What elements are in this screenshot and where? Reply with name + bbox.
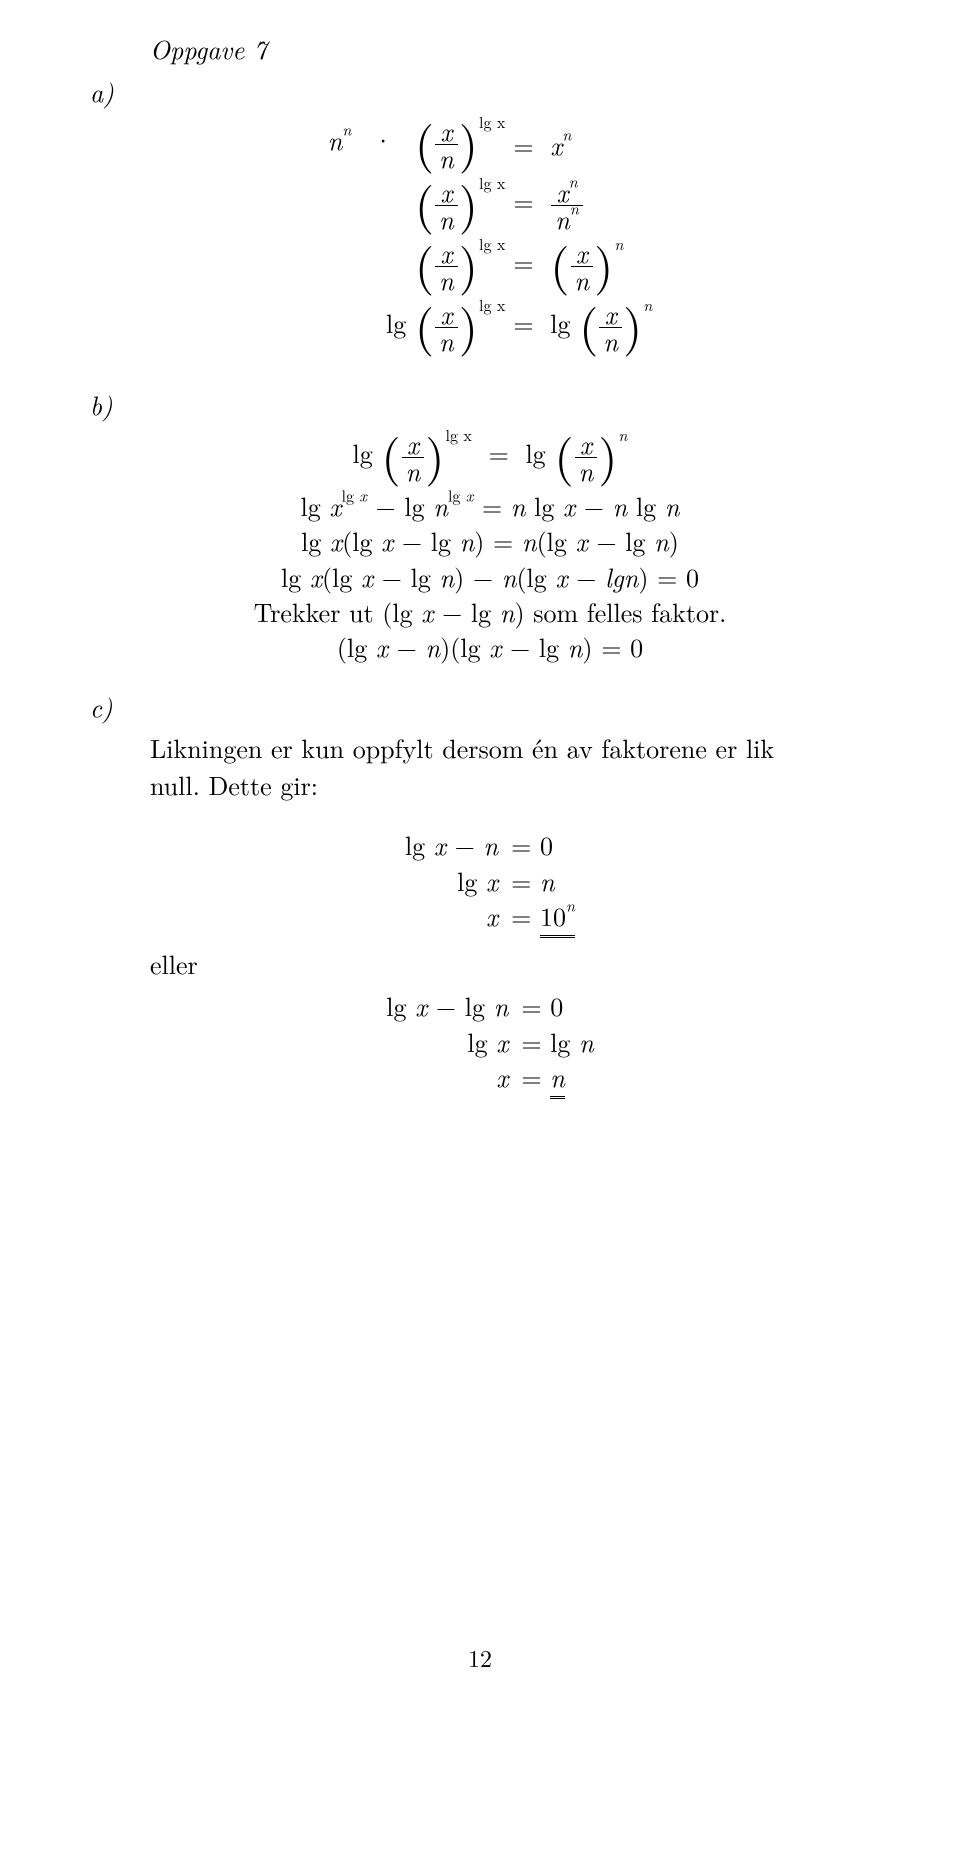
sup-n: n [569, 170, 578, 193]
equals-sign: = [505, 126, 550, 163]
equations-b: lg ( x n )lg x = lg ( x n )n lg xlg x − … [150, 431, 830, 660]
equation-b5-text: Trekker ut (lg x − lg n) som felles fakt… [150, 598, 830, 625]
lg-text: lg [550, 304, 579, 341]
fraction-denominator: n [435, 206, 458, 232]
sym-n: n [328, 121, 343, 158]
fraction-denominator: n [435, 328, 458, 354]
paragraph-c: Likningen er kun oppfylt dersom én av fa… [150, 729, 830, 803]
equals-sign: = [505, 182, 550, 219]
lg-text: lg [386, 304, 415, 341]
fraction-xn-over-nn: xn nn [551, 179, 583, 232]
eller-text: eller [150, 945, 830, 982]
fraction-denominator: n [575, 458, 598, 484]
equals-sign: = [481, 434, 526, 471]
fraction-x-over-n: x n [599, 301, 622, 354]
lg-text: lg [353, 434, 382, 471]
text-fragment: ) som felles faktor. [514, 593, 726, 630]
text-fragment: Trekker ut (lg [254, 593, 422, 630]
exponent-lgx: lg x [445, 423, 471, 446]
sup-n: n [566, 894, 575, 917]
exponent-lgx: lg x [479, 293, 505, 316]
fraction-denominator: n [435, 267, 458, 293]
exponent-lgx: lg x [479, 232, 505, 255]
fraction-x-over-n: x n [435, 179, 458, 232]
equations-c2: lg x − lg n = 0 lg x = lg n x = n [150, 988, 830, 1094]
fraction-x-over-n: x n [575, 431, 598, 484]
equations-c1: lg x − n = 0 lg x = n x = 10n [150, 827, 830, 933]
fraction-x-over-n: x n [435, 240, 458, 293]
fraction-x-over-n: x n [435, 301, 458, 354]
answer-10n: 10n [540, 897, 575, 938]
equals-sign: = [505, 304, 550, 341]
part-c-label: c) [90, 688, 830, 725]
equation-b6: (lg x − n)(lg x − lg n) = 0 [150, 633, 830, 660]
fraction-x-over-n: x n [402, 431, 425, 484]
page: Oppgave 7 a) nn · ( x n )lg x = xn [0, 0, 960, 1854]
base-10: 10 [540, 897, 566, 934]
fraction-x-over-n: x n [571, 240, 594, 293]
equals-sign: = [505, 243, 550, 280]
exponent-lgx: lg x [341, 484, 366, 507]
exponent-lgx: lg x [479, 171, 505, 194]
sup-n: n [342, 118, 351, 141]
equation-b2: lg xlg x − lg nlg x = n lg x − n lg n [150, 492, 830, 519]
exponent-n: n [643, 293, 652, 316]
sup-n: n [570, 197, 579, 220]
fraction-denominator: n [402, 458, 425, 484]
exponent-lgx: lg x [479, 110, 505, 133]
fraction-denominator: n [435, 145, 458, 171]
sym-x: x [421, 593, 433, 630]
fraction-denominator: n [599, 328, 622, 354]
sym-n: n [500, 593, 515, 630]
part-b-label: b) [90, 386, 830, 423]
equation-b4: lg x(lg x − lg n) − n(lg x − lgn) = 0 [150, 563, 830, 590]
page-number: 12 [0, 1640, 960, 1674]
term-lgx: lg x [301, 487, 342, 524]
lg-text: lg [525, 434, 554, 471]
answer-n: n [550, 1058, 565, 1099]
exponent-n: n [618, 423, 627, 446]
fraction-x-over-n: x n [435, 118, 458, 171]
sup-n: n [562, 122, 571, 145]
equations-a: nn · ( x n )lg x = xn ( x n [150, 114, 830, 358]
sym-x: x [550, 126, 562, 163]
exponent-lgx: lg x [448, 484, 473, 507]
exponent-n: n [614, 232, 623, 255]
problem-heading: Oppgave 7 [150, 30, 830, 67]
equation-b3: lg x(lg x − lg n) = n(lg x − lg n) [150, 527, 830, 554]
equation-b1: lg ( x n )lg x = lg ( x n )n [150, 431, 830, 484]
part-a-label: a) [90, 73, 830, 110]
text-fragment: − lg [433, 593, 499, 630]
